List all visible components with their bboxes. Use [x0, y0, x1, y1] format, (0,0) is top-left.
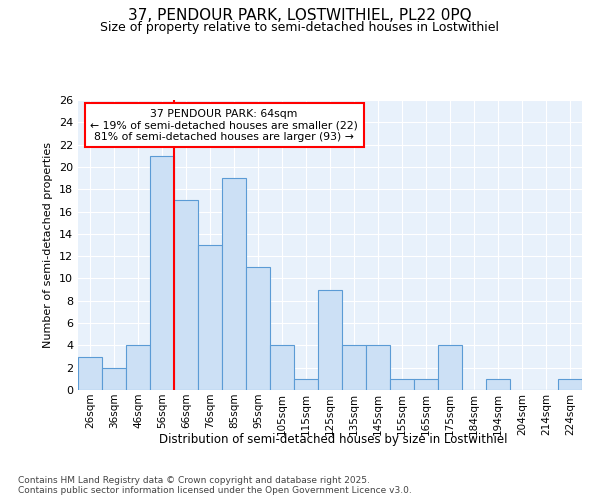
- Text: Distribution of semi-detached houses by size in Lostwithiel: Distribution of semi-detached houses by …: [159, 432, 507, 446]
- Text: 37 PENDOUR PARK: 64sqm
← 19% of semi-detached houses are smaller (22)
81% of sem: 37 PENDOUR PARK: 64sqm ← 19% of semi-det…: [90, 108, 358, 142]
- Bar: [294, 379, 318, 390]
- Text: Contains HM Land Registry data © Crown copyright and database right 2025.
Contai: Contains HM Land Registry data © Crown c…: [18, 476, 412, 495]
- Bar: [270, 346, 294, 390]
- Bar: [102, 368, 126, 390]
- Bar: [150, 156, 174, 390]
- Bar: [246, 268, 270, 390]
- Bar: [438, 346, 462, 390]
- Bar: [174, 200, 198, 390]
- Bar: [390, 379, 414, 390]
- Bar: [366, 346, 390, 390]
- Bar: [222, 178, 246, 390]
- Bar: [126, 346, 150, 390]
- Bar: [198, 245, 222, 390]
- Bar: [318, 290, 342, 390]
- Bar: [414, 379, 438, 390]
- Y-axis label: Number of semi-detached properties: Number of semi-detached properties: [43, 142, 53, 348]
- Bar: [558, 379, 582, 390]
- Text: Size of property relative to semi-detached houses in Lostwithiel: Size of property relative to semi-detach…: [101, 21, 499, 34]
- Bar: [486, 379, 510, 390]
- Bar: [78, 356, 102, 390]
- Bar: [342, 346, 366, 390]
- Text: 37, PENDOUR PARK, LOSTWITHIEL, PL22 0PQ: 37, PENDOUR PARK, LOSTWITHIEL, PL22 0PQ: [128, 8, 472, 22]
